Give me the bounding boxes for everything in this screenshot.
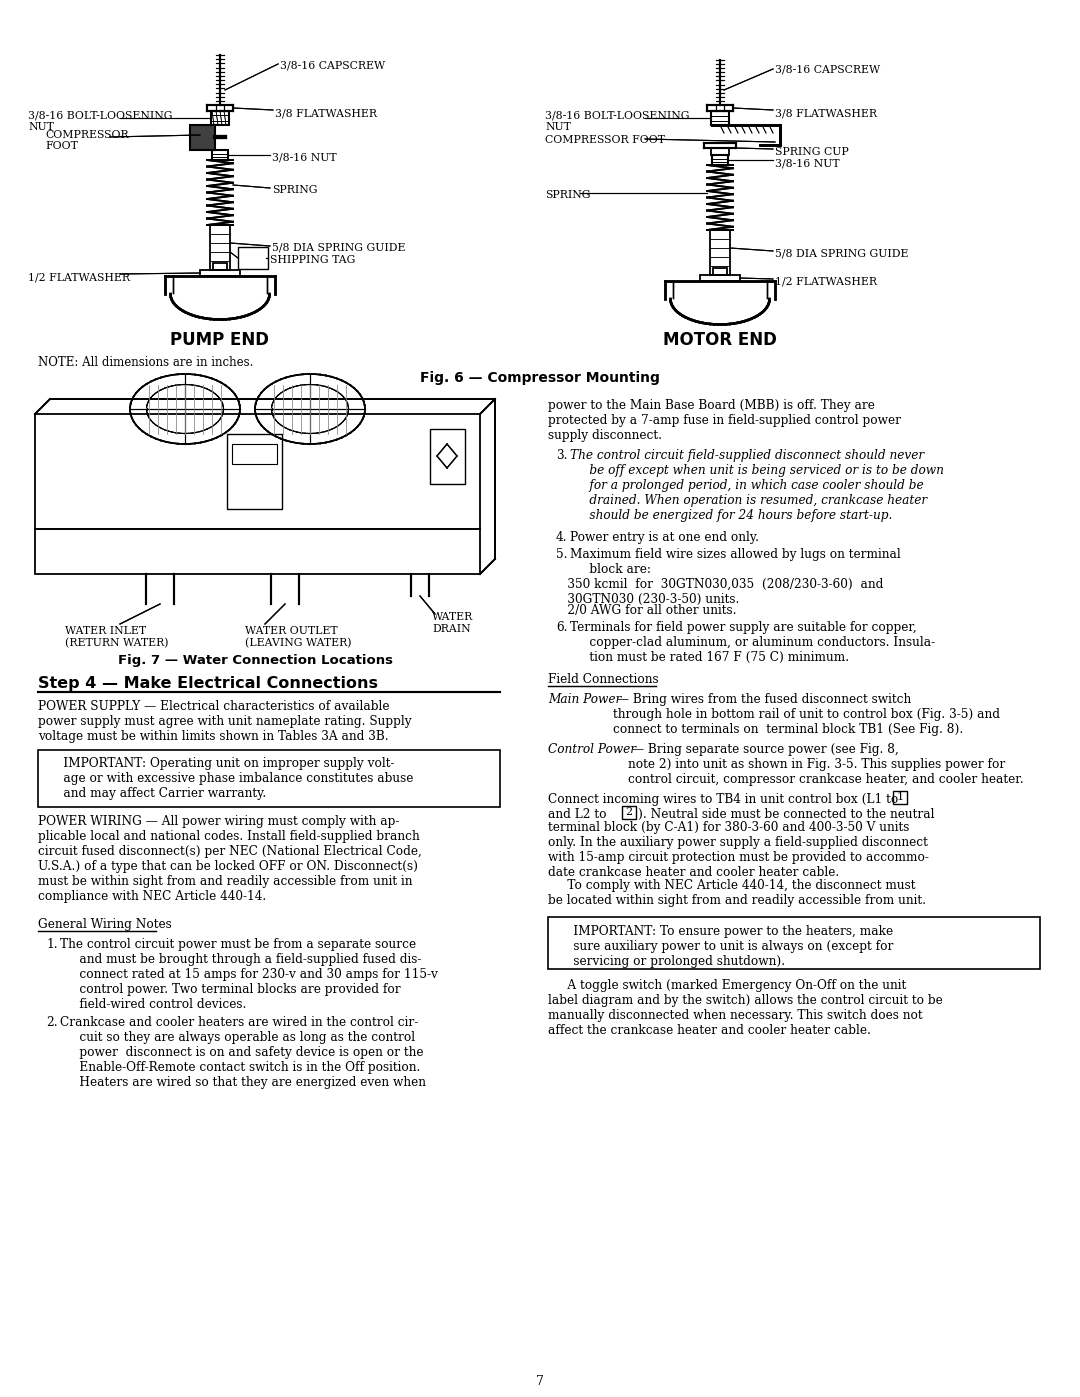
Text: Power entry is at one end only.: Power entry is at one end only. [570, 531, 759, 543]
Text: 3/8 FLATWASHER: 3/8 FLATWASHER [775, 108, 877, 117]
Text: 3/8-16 NUT: 3/8-16 NUT [775, 158, 839, 168]
Text: SPRING: SPRING [545, 190, 591, 200]
Bar [710, 231, 730, 275]
Text: 3.: 3. [556, 448, 567, 462]
Text: COMPRESSOR: COMPRESSOR [45, 130, 129, 140]
Text: COMPRESSOR FOOT: COMPRESSOR FOOT [545, 136, 665, 145]
Text: ). Neutral side must be connected to the neutral: ). Neutral side must be connected to the… [638, 807, 934, 821]
Bar [38, 750, 500, 807]
Text: 5.: 5. [556, 548, 567, 562]
Text: terminal block (by C-A1) for 380-3-60 and 400-3-50 V units
only. In the auxiliar: terminal block (by C-A1) for 380-3-60 an… [548, 821, 929, 879]
Text: General Wiring Notes: General Wiring Notes [38, 918, 172, 930]
Text: PUMP END: PUMP END [171, 331, 270, 349]
Text: 3/8-16 NUT: 3/8-16 NUT [272, 152, 337, 162]
Text: SPRING: SPRING [272, 184, 318, 196]
Text: 6.: 6. [556, 622, 567, 634]
Text: WATER
DRAIN: WATER DRAIN [432, 612, 473, 634]
Bar [190, 124, 215, 149]
Text: 2.: 2. [46, 1016, 57, 1030]
Text: Terminals for field power supply are suitable for copper,
     copper-clad alumi: Terminals for field power supply are sui… [570, 622, 935, 664]
Text: 1/2 FLATWASHER: 1/2 FLATWASHER [28, 272, 130, 282]
Bar [711, 110, 729, 124]
Bar [238, 247, 268, 270]
Text: 2: 2 [625, 807, 633, 817]
Bar [211, 110, 229, 124]
Bar [712, 155, 728, 165]
Text: Field Connections: Field Connections [548, 673, 659, 686]
Bar [210, 225, 230, 270]
Text: Maximum field wire sizes allowed by lugs on terminal
     block are:: Maximum field wire sizes allowed by lugs… [570, 548, 901, 576]
Text: Control Power: Control Power [548, 743, 636, 756]
Bar [622, 806, 636, 819]
Text: 3/8 FLATWASHER: 3/8 FLATWASHER [275, 108, 377, 117]
Text: MOTOR END: MOTOR END [663, 331, 777, 349]
Text: The control circuit field-supplied disconnect should never
     be off except wh: The control circuit field-supplied disco… [570, 448, 944, 522]
Text: and L2 to: and L2 to [548, 807, 607, 821]
Text: WATER OUTLET
(LEAVING WATER): WATER OUTLET (LEAVING WATER) [245, 626, 351, 648]
Text: Connect incoming wires to TB4 in unit control box (L1 to: Connect incoming wires to TB4 in unit co… [548, 793, 899, 806]
Text: — Bring wires from the fused disconnect switch
through hole in bottom rail of un: — Bring wires from the fused disconnect … [613, 693, 1000, 736]
Text: 3/8-16 BOLT-LOOSENING: 3/8-16 BOLT-LOOSENING [28, 110, 173, 122]
Bar [200, 270, 240, 277]
Text: IMPORTANT: To ensure power to the heaters, make
     sure auxiliary power to uni: IMPORTANT: To ensure power to the heater… [554, 925, 893, 968]
Text: 5/8 DIA SPRING GUIDE: 5/8 DIA SPRING GUIDE [272, 243, 405, 253]
Bar [227, 434, 282, 509]
Bar [893, 791, 907, 805]
Text: 1.: 1. [46, 937, 57, 951]
Text: 2/0 AWG for all other units.: 2/0 AWG for all other units. [548, 604, 737, 617]
Text: 3/8-16 CAPSCREW: 3/8-16 CAPSCREW [280, 60, 386, 70]
Text: POWER WIRING — All power wiring must comply with ap-
plicable local and national: POWER WIRING — All power wiring must com… [38, 814, 422, 902]
Text: NUT: NUT [545, 122, 571, 131]
Text: 5/8 DIA SPRING GUIDE: 5/8 DIA SPRING GUIDE [775, 249, 908, 258]
Bar [213, 263, 227, 270]
Bar [548, 916, 1040, 970]
Bar [232, 444, 276, 464]
Text: 350 kcmil  for  30GTN030,035  (208/230-3-60)  and
     30GTN030 (230-3-50) units: 350 kcmil for 30GTN030,035 (208/230-3-60… [548, 578, 883, 606]
Text: FOOT: FOOT [45, 141, 78, 151]
Bar [713, 268, 727, 275]
Bar [35, 414, 480, 574]
Text: To comply with NEC Article 440-14, the disconnect must
be located within sight f: To comply with NEC Article 440-14, the d… [548, 879, 926, 907]
Text: Fig. 6 — Compressor Mounting: Fig. 6 — Compressor Mounting [420, 372, 660, 386]
Text: IMPORTANT: Operating unit on improper supply volt-
     age or with excessive ph: IMPORTANT: Operating unit on improper su… [44, 757, 414, 800]
Text: The control circuit power must be from a separate source
     and must be brough: The control circuit power must be from a… [60, 937, 437, 1011]
Bar [711, 148, 729, 155]
Text: 4.: 4. [556, 531, 567, 543]
Bar [430, 429, 465, 483]
Text: 3/8-16 CAPSCREW: 3/8-16 CAPSCREW [775, 66, 880, 75]
Text: POWER SUPPLY — Electrical characteristics of available
power supply must agree w: POWER SUPPLY — Electrical characteristic… [38, 700, 411, 743]
Text: WATER INLET
(RETURN WATER): WATER INLET (RETURN WATER) [65, 626, 168, 648]
Text: NUT: NUT [28, 122, 54, 131]
Text: 1/2 FLATWASHER: 1/2 FLATWASHER [775, 277, 877, 286]
Text: 3/8-16 BOLT-LOOSENING: 3/8-16 BOLT-LOOSENING [545, 110, 689, 122]
Text: — Bring separate source power (see Fig. 8,
note 2) into unit as shown in Fig. 3-: — Bring separate source power (see Fig. … [627, 743, 1024, 787]
Text: A toggle switch (marked Emergency On-Off on the unit
label diagram and by the sw: A toggle switch (marked Emergency On-Off… [548, 979, 943, 1037]
Bar [700, 275, 740, 281]
Text: Fig. 7 — Water Connection Locations: Fig. 7 — Water Connection Locations [118, 654, 392, 666]
Text: SHIPPING TAG: SHIPPING TAG [270, 256, 355, 265]
Text: 7: 7 [536, 1375, 544, 1389]
Text: 1: 1 [896, 792, 904, 802]
Text: SPRING CUP: SPRING CUP [775, 147, 849, 156]
Bar [212, 149, 228, 161]
Text: Crankcase and cooler heaters are wired in the control cir-
     cuit so they are: Crankcase and cooler heaters are wired i… [60, 1016, 426, 1090]
Text: Step 4 — Make Electrical Connections: Step 4 — Make Electrical Connections [38, 676, 378, 692]
Text: Main Power: Main Power [548, 693, 621, 705]
Text: power to the Main Base Board (MBB) is off. They are
protected by a 7-amp fuse in: power to the Main Base Board (MBB) is of… [548, 400, 901, 441]
Text: NOTE: All dimensions are in inches.: NOTE: All dimensions are in inches. [38, 356, 254, 369]
